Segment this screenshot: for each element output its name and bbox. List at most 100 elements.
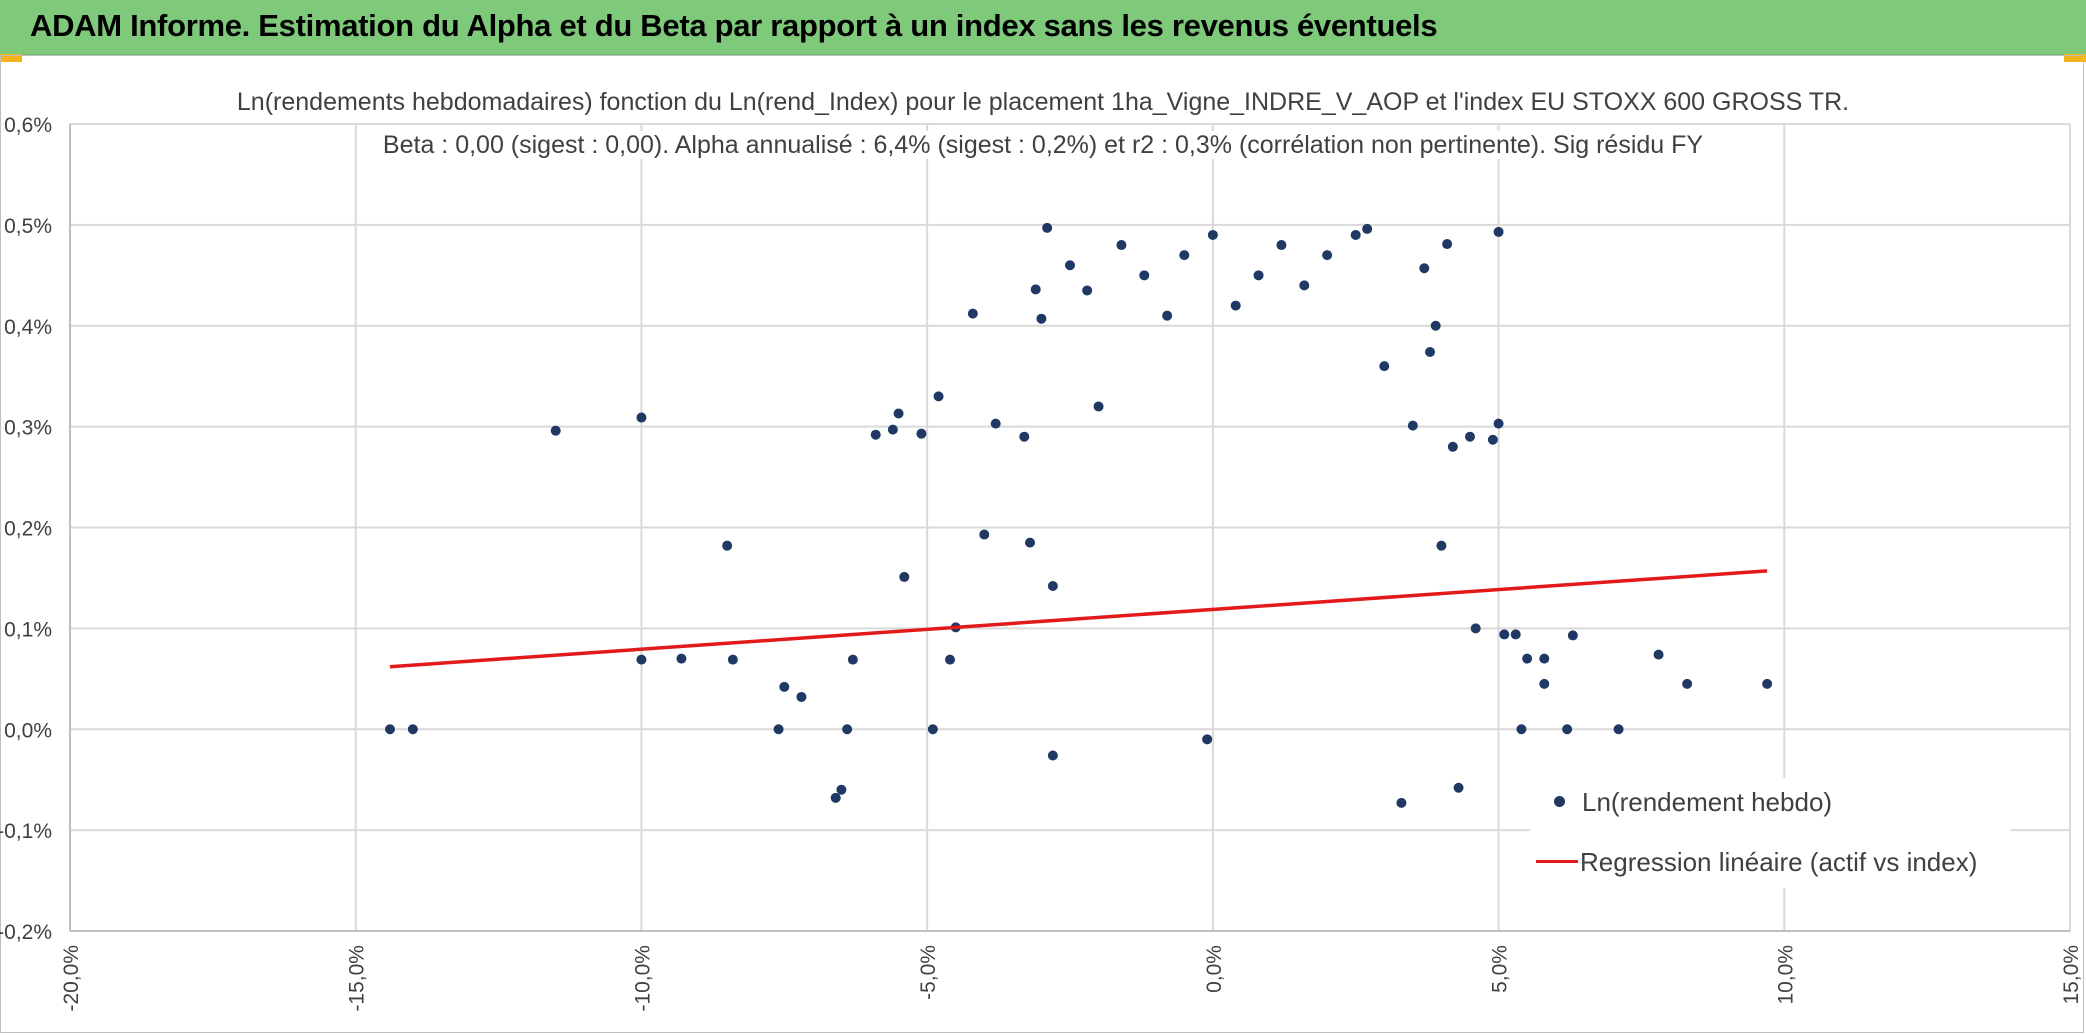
- data-point: [836, 784, 847, 795]
- data-point: [1276, 240, 1287, 251]
- data-point: [407, 724, 418, 735]
- data-point: [1465, 431, 1475, 442]
- y-tick-label: 0,0%: [4, 719, 52, 742]
- data-point: [636, 412, 647, 423]
- data-point: [1082, 285, 1093, 296]
- data-point: [1139, 270, 1150, 281]
- data-point: [1682, 678, 1693, 689]
- data-point: [1042, 222, 1053, 233]
- data-point: [1299, 280, 1310, 291]
- x-tick-label: -5,0%: [917, 945, 940, 1000]
- data-point: [1362, 223, 1373, 234]
- corner-accent-right: [2064, 54, 2086, 62]
- regression-line: [389, 569, 1768, 669]
- data-point: [1036, 313, 1047, 324]
- data-point: [1179, 250, 1190, 261]
- data-point: [1047, 750, 1058, 761]
- data-point: [1430, 320, 1441, 331]
- data-point: [1436, 540, 1447, 551]
- chart-area: [0, 55, 2084, 1033]
- data-point: [1396, 797, 1407, 808]
- data-point: [1493, 226, 1504, 237]
- data-point: [967, 308, 978, 319]
- data-point: [1116, 240, 1127, 251]
- data-point: [1567, 630, 1578, 641]
- data-point: [1093, 401, 1104, 412]
- data-point: [1425, 346, 1435, 357]
- data-point: [796, 691, 807, 702]
- corner-accent-left: [0, 54, 22, 62]
- chart-title-line-2-text: Beta : 0,00 (sigest : 0,00). Alpha annua…: [376, 131, 1710, 159]
- y-tick-label: 0,4%: [4, 316, 52, 339]
- y-tick-label: 0,3%: [4, 417, 52, 440]
- data-point: [1522, 653, 1533, 664]
- data-point: [1025, 537, 1035, 548]
- x-tick-label: -10,0%: [631, 945, 654, 1012]
- y-tick-label: -0,1%: [0, 820, 52, 843]
- chart-legend: Ln(rendement hebdo) Regression linéaire …: [1530, 778, 2010, 888]
- chart-title-line-1: Ln(rendements hebdomadaires) fonction du…: [0, 88, 2086, 117]
- data-point: [1162, 310, 1173, 321]
- report-header: ADAM Informe. Estimation du Alpha et du …: [0, 0, 2086, 55]
- data-point: [887, 424, 898, 435]
- data-point: [1653, 649, 1664, 660]
- data-point: [1762, 678, 1773, 689]
- data-point: [1030, 284, 1041, 295]
- x-tick-label: 0,0%: [1203, 945, 1226, 993]
- data-point: [779, 681, 790, 692]
- data-point: [385, 724, 395, 735]
- data-point: [979, 529, 990, 540]
- data-point: [1322, 250, 1333, 261]
- data-point: [773, 724, 784, 735]
- data-point: [847, 654, 858, 665]
- data-point: [990, 418, 1001, 429]
- data-point: [1019, 431, 1030, 442]
- legend-dot-icon: [1530, 782, 1570, 822]
- legend-item-regression: Regression linéaire (actif vs index): [1530, 842, 1977, 882]
- x-tick-label: 10,0%: [1774, 945, 1797, 1005]
- report-title: ADAM Informe. Estimation du Alpha et du …: [30, 8, 1438, 43]
- data-point: [636, 654, 647, 665]
- data-point: [1487, 434, 1498, 445]
- y-tick-label: -0,2%: [0, 921, 52, 944]
- data-point: [1230, 300, 1241, 311]
- data-point: [1499, 629, 1510, 640]
- data-point: [1470, 623, 1481, 634]
- chart-title-line-1-text: Ln(rendements hebdomadaires) fonction du…: [230, 88, 1856, 116]
- data-point: [1562, 724, 1573, 735]
- data-point: [1379, 361, 1390, 372]
- data-point: [1253, 270, 1264, 281]
- x-tick-label: 15,0%: [2060, 945, 2083, 1005]
- legend-label-points: Ln(rendement hebdo): [1582, 786, 1833, 817]
- data-point: [933, 391, 944, 402]
- data-point: [1453, 782, 1464, 793]
- data-point: [1516, 724, 1527, 735]
- data-point: [676, 653, 687, 664]
- legend-line-icon: [1530, 842, 1578, 882]
- x-tick-label: -15,0%: [346, 945, 369, 1012]
- data-point: [1613, 724, 1624, 735]
- data-point: [1493, 418, 1504, 429]
- data-point: [1510, 629, 1521, 640]
- data-point: [927, 724, 938, 735]
- y-tick-label: 0,2%: [4, 518, 52, 541]
- y-tick-label: 0,6%: [4, 114, 52, 137]
- data-point: [899, 571, 910, 582]
- data-point: [1407, 420, 1418, 431]
- data-point: [1442, 239, 1453, 250]
- y-tick-label: 0,1%: [4, 618, 52, 641]
- data-point: [1539, 678, 1550, 689]
- x-tick-label: 5,0%: [1489, 945, 1512, 993]
- legend-item-points: Ln(rendement hebdo): [1530, 782, 1832, 822]
- chart-title-line-2: Beta : 0,00 (sigest : 0,00). Alpha annua…: [0, 131, 2086, 160]
- data-point: [727, 654, 738, 665]
- legend-label-regression: Regression linéaire (actif vs index): [1580, 846, 1978, 877]
- data-point: [550, 425, 561, 436]
- data-point: [870, 429, 881, 440]
- data-point: [842, 724, 853, 735]
- y-tick-label: 0,5%: [4, 215, 52, 238]
- data-point: [1207, 229, 1218, 240]
- x-tick-label: -20,0%: [60, 945, 83, 1012]
- data-point: [1419, 263, 1430, 274]
